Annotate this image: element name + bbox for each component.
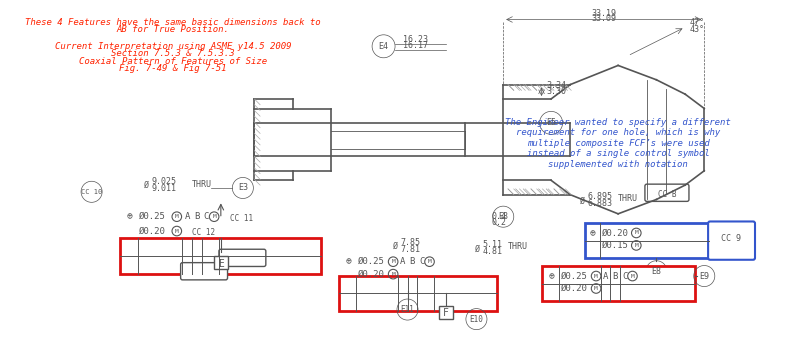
Text: F: F — [443, 308, 449, 318]
FancyBboxPatch shape — [120, 238, 322, 274]
Text: These 4 Features have the same basic dimensions back to: These 4 Features have the same basic dim… — [25, 18, 321, 27]
Text: 16.17: 16.17 — [402, 41, 428, 50]
FancyBboxPatch shape — [439, 306, 453, 319]
Text: The Engineer wanted to specify a different
requirement for one hole, which is wh: The Engineer wanted to specify a differe… — [506, 118, 731, 169]
Text: 5.11: 5.11 — [482, 240, 502, 249]
Text: 43°: 43° — [690, 25, 705, 34]
Text: Fig. 7-49 & Fig 7-51: Fig. 7-49 & Fig 7-51 — [119, 65, 226, 73]
Text: M: M — [594, 274, 598, 279]
Text: THRU: THRU — [508, 242, 528, 251]
Text: CC 11: CC 11 — [230, 214, 254, 223]
Text: B: B — [612, 272, 618, 280]
FancyBboxPatch shape — [214, 256, 227, 269]
Text: Section 7.5.3 & 7.5.3.3: Section 7.5.3 & 7.5.3.3 — [111, 49, 234, 58]
Text: 0.2: 0.2 — [492, 218, 506, 227]
Text: CC 12: CC 12 — [192, 229, 215, 237]
Text: 4.81: 4.81 — [482, 247, 502, 256]
Text: CC B: CC B — [658, 190, 676, 199]
Text: E10: E10 — [470, 315, 483, 324]
Text: AB for True Position.: AB for True Position. — [117, 25, 230, 34]
Text: E11: E11 — [401, 305, 414, 314]
Text: Ø0.25: Ø0.25 — [358, 257, 385, 266]
FancyBboxPatch shape — [542, 267, 694, 301]
Text: CC 9: CC 9 — [721, 234, 741, 243]
FancyBboxPatch shape — [708, 222, 755, 260]
Text: 16.23: 16.23 — [402, 34, 428, 44]
Text: Ø0.20: Ø0.20 — [561, 284, 587, 293]
Text: E5: E5 — [546, 118, 556, 127]
Text: Ø: Ø — [474, 245, 479, 254]
Text: A: A — [602, 272, 608, 280]
Text: M: M — [634, 243, 638, 248]
Text: Ø: Ø — [580, 197, 585, 206]
Text: 6.895: 6.895 — [587, 192, 613, 201]
FancyBboxPatch shape — [181, 263, 227, 280]
Text: 33.09: 33.09 — [591, 15, 616, 23]
Text: C: C — [622, 272, 627, 280]
Text: 6.883: 6.883 — [587, 199, 613, 208]
Text: 0.4: 0.4 — [492, 212, 506, 220]
Text: M: M — [175, 214, 178, 219]
Text: Ø0.25: Ø0.25 — [139, 212, 166, 221]
Text: 33.19: 33.19 — [591, 9, 616, 18]
Text: E8: E8 — [498, 212, 508, 221]
Text: ⊕: ⊕ — [346, 257, 351, 267]
Text: ⊕: ⊕ — [127, 212, 133, 222]
Text: THRU: THRU — [618, 195, 638, 203]
Text: Ø: Ø — [144, 181, 150, 190]
Text: 9.011: 9.011 — [152, 184, 177, 193]
Text: 7.81: 7.81 — [401, 245, 421, 254]
Text: 3.34: 3.34 — [546, 81, 566, 91]
Text: A: A — [185, 212, 190, 221]
Text: C: C — [204, 212, 209, 221]
Text: C: C — [419, 257, 424, 266]
Text: M: M — [212, 214, 216, 219]
Text: M: M — [391, 272, 395, 277]
Text: 47°: 47° — [690, 18, 705, 27]
Text: 3.30: 3.30 — [546, 87, 566, 96]
FancyBboxPatch shape — [585, 223, 709, 258]
Text: Ø0.25: Ø0.25 — [561, 272, 587, 280]
FancyBboxPatch shape — [645, 184, 689, 201]
Text: Ø0.20: Ø0.20 — [602, 229, 629, 237]
Text: E: E — [218, 258, 224, 269]
FancyBboxPatch shape — [219, 249, 266, 267]
Text: M: M — [391, 259, 395, 264]
Text: E8: E8 — [651, 267, 662, 276]
Text: Ø0.15: Ø0.15 — [602, 241, 629, 250]
Text: 7.85: 7.85 — [401, 239, 421, 247]
Text: Coaxial Pattern of Features of Size: Coaxial Pattern of Features of Size — [79, 57, 267, 66]
Text: ⊕: ⊕ — [590, 228, 595, 238]
Text: CC 10: CC 10 — [81, 189, 102, 195]
Text: Current Interpretation using ASME y14.5 2009: Current Interpretation using ASME y14.5 … — [54, 42, 291, 50]
Text: Ø0.20: Ø0.20 — [358, 270, 385, 279]
Text: M: M — [428, 259, 431, 264]
FancyBboxPatch shape — [338, 276, 497, 311]
Text: M: M — [630, 274, 634, 279]
Text: E4: E4 — [378, 42, 389, 51]
Text: 9.025: 9.025 — [152, 177, 177, 186]
Text: B: B — [194, 212, 199, 221]
Text: B: B — [410, 257, 414, 266]
Text: E9: E9 — [699, 272, 710, 280]
Text: M: M — [594, 286, 598, 291]
Text: Ø: Ø — [393, 242, 398, 251]
Text: THRU: THRU — [192, 180, 212, 189]
Text: A: A — [400, 257, 406, 266]
Text: E3: E3 — [238, 184, 248, 192]
Text: Ø0.20: Ø0.20 — [139, 226, 166, 236]
Text: M: M — [175, 229, 178, 234]
Text: M: M — [634, 230, 638, 235]
Text: ⊕: ⊕ — [548, 271, 554, 281]
